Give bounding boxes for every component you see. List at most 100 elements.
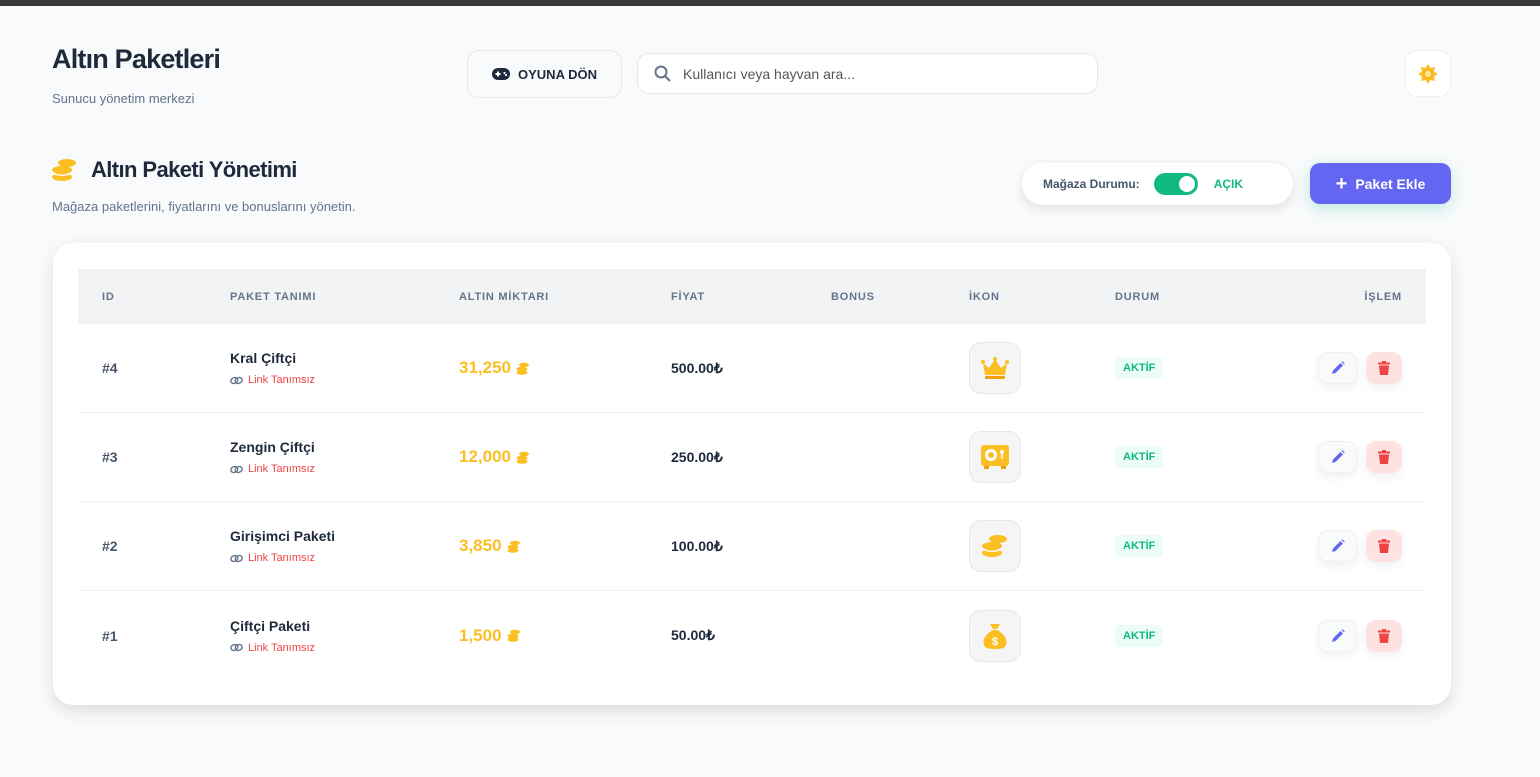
table-row: #3 Zengin Çiftçi Link Tanımsız 12,000 25… <box>78 413 1426 502</box>
row-actions <box>1202 441 1402 473</box>
top-bar <box>0 0 1540 6</box>
gold-amount-value: 31,250 <box>459 358 511 377</box>
page-subtitle: Sunucu yönetim merkezi <box>52 91 195 106</box>
package-link[interactable]: Link Tanımsız <box>230 374 459 386</box>
package-description: Çiftçi Paketi Link Tanımsız <box>230 618 459 654</box>
package-icon-box <box>969 342 1021 394</box>
edit-button[interactable] <box>1318 441 1357 473</box>
trash-icon <box>1378 361 1390 375</box>
edit-button[interactable] <box>1318 352 1357 384</box>
table-row: #4 Kral Çiftçi Link Tanımsız 31,250 500.… <box>78 324 1426 413</box>
section-subtitle: Mağaza paketlerini, fiyatlarını ve bonus… <box>52 199 356 214</box>
package-status: AKTİF <box>1115 535 1202 557</box>
pencil-icon <box>1331 539 1345 552</box>
add-package-button[interactable]: + Paket Ekle <box>1310 163 1451 204</box>
package-name: Girişimci Paketi <box>230 528 336 544</box>
search-icon <box>654 65 671 82</box>
delete-button[interactable] <box>1366 530 1402 562</box>
add-package-label: Paket Ekle <box>1355 175 1426 192</box>
trash-icon <box>1378 450 1390 464</box>
coins-icon <box>516 362 529 375</box>
trash-icon <box>1378 539 1390 553</box>
store-status-value: AÇIK <box>1213 177 1244 191</box>
coins-icon <box>982 535 1007 557</box>
gold-amount-value: 12,000 <box>459 447 511 466</box>
coins-icon <box>507 629 520 642</box>
delete-button[interactable] <box>1366 352 1402 384</box>
pencil-icon <box>1331 450 1345 463</box>
package-description: Zengin Çiftçi Link Tanımsız <box>230 439 459 475</box>
back-to-game-button[interactable]: OYUNA DÖN <box>467 50 622 98</box>
edit-button[interactable] <box>1318 530 1357 562</box>
package-link-text: Link Tanımsız <box>248 552 316 564</box>
coins-icon <box>507 540 520 553</box>
package-name: Zengin Çiftçi <box>230 439 315 455</box>
edit-button[interactable] <box>1318 619 1357 652</box>
store-status-label: Mağaza Durumu: <box>1043 177 1140 191</box>
table-body: #4 Kral Çiftçi Link Tanımsız 31,250 500.… <box>78 324 1426 680</box>
package-id: #3 <box>102 449 118 465</box>
package-link[interactable]: Link Tanımsız <box>230 463 459 475</box>
status-badge: AKTİF <box>1115 446 1164 468</box>
table-row: #1 Çiftçi Paketi Link Tanımsız 1,500 50.… <box>78 591 1426 680</box>
delete-button[interactable] <box>1366 441 1402 473</box>
package-link[interactable]: Link Tanımsız <box>230 552 459 564</box>
pencil-icon <box>1331 361 1345 374</box>
section-title-text: Altın Paketi Yönetimi <box>91 157 297 182</box>
store-status: Mağaza Durumu: AÇIK <box>1022 163 1293 205</box>
package-description: Kral Çiftçi Link Tanımsız <box>230 350 459 386</box>
package-id: #2 <box>102 538 118 554</box>
link-icon <box>230 376 243 384</box>
gold-amount-value: 3,850 <box>459 536 502 555</box>
status-badge: AKTİF <box>1115 357 1164 379</box>
column-header: DURUM <box>1115 290 1160 303</box>
column-header: İŞLEM <box>1364 290 1402 303</box>
search-input[interactable] <box>683 65 1063 82</box>
package-name: Çiftçi Paketi <box>230 617 311 634</box>
package-icon-box <box>969 431 1021 483</box>
column-header: ID <box>102 290 115 303</box>
row-actions <box>1202 352 1402 384</box>
table-header: ID PAKET TANIMI ALTIN MİKTARI FİYAT BONU… <box>78 269 1426 324</box>
package-price: 250.00₺ <box>671 448 723 465</box>
back-to-game-label: OYUNA DÖN <box>518 66 597 82</box>
theme-toggle-button[interactable] <box>1405 50 1451 97</box>
package-price: 100.00₺ <box>671 537 723 554</box>
package-icon-box: $ <box>969 609 1021 662</box>
vault-icon <box>981 445 1009 469</box>
package-name: Kral Çiftçi <box>230 350 297 366</box>
search-box <box>637 53 1098 94</box>
package-status: AKTİF <box>1115 357 1202 379</box>
column-header: PAKET TANIMI <box>230 290 317 303</box>
row-actions <box>1202 619 1402 652</box>
package-icon-box <box>969 520 1021 572</box>
package-status: AKTİF <box>1115 624 1202 647</box>
package-link-text: Link Tanımsız <box>248 641 316 654</box>
coins-icon <box>516 451 529 464</box>
column-header: İKON <box>969 290 1000 303</box>
gold-amount-value: 1,500 <box>459 625 502 645</box>
coins-icon <box>52 159 76 181</box>
column-header: BONUS <box>831 290 875 303</box>
column-header: ALTIN MİKTARI <box>459 290 550 303</box>
gold-amount: 31,250 <box>459 358 671 378</box>
package-price: 50.00₺ <box>671 627 715 643</box>
packages-table-card: ID PAKET TANIMI ALTIN MİKTARI FİYAT BONU… <box>53 243 1451 705</box>
status-badge: AKTİF <box>1115 535 1164 557</box>
package-status: AKTİF <box>1115 446 1202 468</box>
pencil-icon <box>1331 628 1345 642</box>
link-icon <box>230 643 243 652</box>
column-header: FİYAT <box>671 290 705 303</box>
table-row: #2 Girişimci Paketi Link Tanımsız 3,850 … <box>78 502 1426 591</box>
gold-amount: 12,000 <box>459 447 671 467</box>
package-description: Girişimci Paketi Link Tanımsız <box>230 528 459 564</box>
package-link[interactable]: Link Tanımsız <box>230 642 459 654</box>
row-actions <box>1202 530 1402 562</box>
store-status-toggle[interactable] <box>1153 173 1198 195</box>
svg-text:$: $ <box>992 636 998 648</box>
crown-icon <box>981 357 1009 379</box>
delete-button[interactable] <box>1366 619 1402 652</box>
status-badge: AKTİF <box>1115 624 1164 647</box>
link-icon <box>230 554 243 562</box>
gold-amount: 3,850 <box>459 536 671 556</box>
